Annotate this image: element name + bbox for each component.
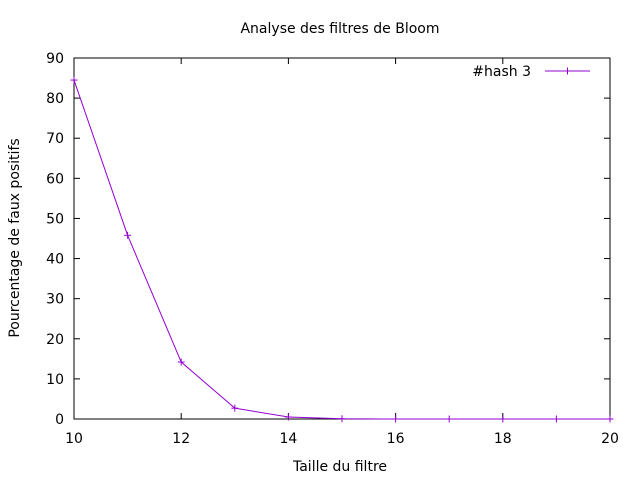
data-point [392, 415, 400, 423]
data-point [231, 404, 239, 412]
data-point [552, 415, 560, 423]
y-axis-label: Pourcentage de faux positifs [7, 138, 23, 337]
data-point [124, 231, 132, 239]
data-point [606, 415, 614, 423]
y-tick-label: 40 [46, 252, 64, 268]
series-line [73, 79, 610, 420]
y-tick-label: 10 [46, 372, 64, 388]
legend: #hash 3 [472, 64, 590, 80]
plot-frame [73, 57, 611, 420]
y-tick-label: 0 [55, 412, 64, 428]
x-axis-label: Taille du filtre [292, 459, 387, 475]
x-tick-label: 18 [494, 431, 512, 447]
x-tick-label: 12 [172, 431, 190, 447]
y-tick-label: 60 [46, 171, 64, 187]
y-tick-label: 20 [46, 332, 64, 348]
data-point [284, 413, 292, 421]
data-point [177, 358, 185, 366]
data-point [70, 76, 78, 84]
data-point [445, 415, 453, 423]
x-tick-label: 10 [65, 431, 83, 447]
y-tick-label: 80 [46, 91, 64, 107]
y-tick-label: 90 [46, 51, 64, 67]
x-tick-label: 20 [601, 431, 619, 447]
series-layer [70, 76, 614, 423]
x-tick-label: 16 [387, 431, 405, 447]
chart-title: Analyse des filtres de Bloom [240, 21, 439, 37]
y-tick-label: 30 [46, 292, 64, 308]
data-point [499, 415, 507, 423]
legend-label: #hash 3 [472, 64, 531, 80]
x-tick-label: 14 [279, 431, 297, 447]
data-point [338, 415, 346, 423]
y-tick-label: 70 [46, 131, 64, 147]
y-tick-label: 50 [46, 211, 64, 227]
